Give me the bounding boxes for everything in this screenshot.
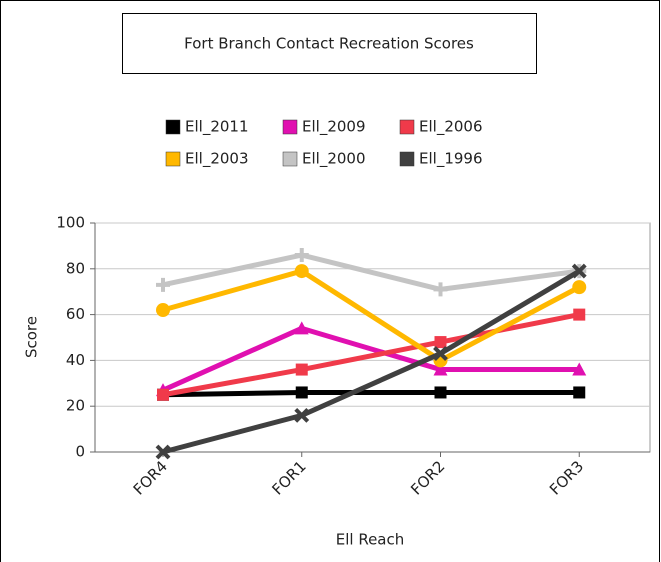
- y-tick-label: 80: [66, 259, 85, 277]
- legend-label: Ell_1996: [419, 150, 483, 169]
- legend-swatch: [165, 151, 181, 167]
- marker: [295, 386, 308, 399]
- marker: [295, 363, 308, 376]
- series-line: [162, 312, 580, 398]
- y-tick-label: 0: [75, 443, 85, 461]
- marker: [294, 407, 310, 423]
- title-box: [122, 13, 537, 74]
- marker: [294, 264, 309, 279]
- legend-label: Ell_2011: [185, 118, 249, 137]
- legend-label: Ell_2003: [185, 150, 249, 169]
- y-tick-label: 20: [66, 397, 85, 415]
- y-tick-label: 60: [66, 305, 85, 323]
- marker: [294, 248, 309, 263]
- marker: [434, 386, 447, 399]
- series-line: [162, 252, 580, 292]
- legend-swatch: [399, 151, 415, 167]
- series-line: [162, 389, 580, 398]
- marker: [571, 263, 587, 279]
- y-tick-label: 40: [66, 351, 85, 369]
- series-line: [161, 325, 580, 393]
- marker: [572, 280, 587, 295]
- marker: [434, 336, 447, 349]
- marker: [294, 321, 309, 335]
- legend-swatch: [282, 151, 298, 167]
- legend-label: Ell_2000: [302, 150, 366, 169]
- legend-swatch: [282, 119, 298, 135]
- plot-area: [94, 222, 651, 453]
- marker: [433, 346, 448, 361]
- marker: [157, 388, 169, 401]
- series-line: [162, 268, 581, 363]
- marker: [156, 303, 170, 318]
- y-tick-label: 100: [56, 214, 85, 232]
- chart-title: Fort Branch Contact Recreation Scores: [184, 35, 474, 53]
- legend-swatch: [399, 119, 415, 135]
- marker: [572, 362, 587, 376]
- marker: [156, 277, 170, 292]
- marker: [573, 386, 586, 399]
- legend-label: Ell_2009: [302, 118, 366, 137]
- series-line: [162, 268, 581, 455]
- legend-label: Ell_2006: [419, 118, 483, 137]
- marker: [573, 308, 586, 321]
- marker: [155, 444, 171, 460]
- marker: [433, 362, 448, 376]
- marker: [433, 282, 448, 297]
- legend-swatch: [165, 119, 181, 135]
- x-axis-label: Ell Reach: [336, 531, 405, 549]
- y-axis-label: Score: [23, 316, 41, 358]
